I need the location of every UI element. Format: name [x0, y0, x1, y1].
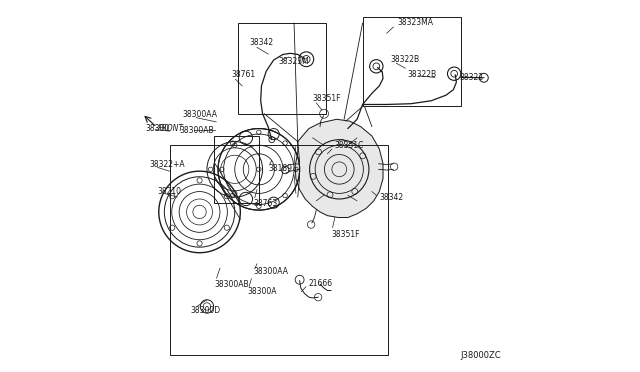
Text: 38210: 38210 [157, 187, 182, 196]
Text: 38300AB: 38300AB [214, 280, 249, 289]
Bar [363, 17, 461, 106]
Text: 38300AA: 38300AA [183, 110, 218, 119]
Text: 38323M: 38323M [278, 57, 309, 66]
Text: 38322+A: 38322+A [150, 160, 185, 169]
Bar [170, 145, 388, 355]
Text: 38300D: 38300D [190, 307, 220, 315]
Text: 38322: 38322 [459, 73, 483, 82]
Text: J38000ZC: J38000ZC [461, 351, 502, 360]
Text: 38342: 38342 [380, 193, 403, 202]
Text: 38763: 38763 [253, 199, 278, 208]
Text: 38300AB: 38300AB [179, 126, 214, 135]
Text: 38351F: 38351F [312, 94, 341, 103]
Text: 38342: 38342 [250, 38, 274, 48]
Text: 38322B: 38322B [390, 55, 420, 64]
Text: 38300: 38300 [146, 124, 170, 133]
Text: 38322B: 38322B [408, 70, 436, 79]
Bar [239, 23, 326, 114]
Text: 38351F: 38351F [331, 230, 360, 239]
Text: 38189: 38189 [268, 164, 292, 173]
Text: 38323MA: 38323MA [398, 19, 434, 28]
Text: 38351C: 38351C [335, 141, 364, 151]
Text: 38300AA: 38300AA [253, 267, 288, 276]
Text: 38761: 38761 [231, 70, 255, 79]
Polygon shape [295, 119, 383, 218]
Text: FRONT: FRONT [158, 124, 184, 133]
Text: 21666: 21666 [309, 279, 333, 288]
Bar [214, 136, 259, 203]
Text: 38300A: 38300A [248, 287, 277, 296]
